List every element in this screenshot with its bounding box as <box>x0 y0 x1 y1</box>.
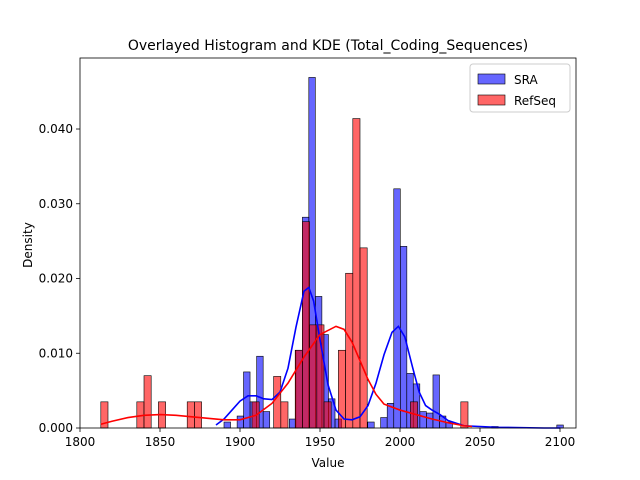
y-tick-label: 0.000 <box>39 421 73 435</box>
histogram-bar <box>323 401 332 429</box>
histogram-bar <box>393 188 401 429</box>
histogram-bar <box>280 401 289 429</box>
histogram-bar <box>419 411 427 429</box>
y-axis-label: Density <box>21 222 35 268</box>
x-tick-label: 1950 <box>305 435 336 449</box>
plot-frame <box>79 57 577 429</box>
x-tick-label: 1800 <box>65 435 96 449</box>
histogram-bar <box>262 411 271 429</box>
histogram-bar <box>367 421 375 429</box>
x-tick-label: 1900 <box>225 435 256 449</box>
histogram-bar <box>223 421 231 429</box>
x-tick-label: 2000 <box>385 435 416 449</box>
histogram-bar <box>243 371 251 429</box>
kde-line-sra <box>215 286 560 429</box>
histogram-bar <box>143 375 152 429</box>
x-axis-label: Value <box>312 456 345 470</box>
legend-swatch-refseq <box>477 94 506 106</box>
y-tick-label: 0.030 <box>39 197 73 211</box>
kde-line-refseq <box>100 325 473 428</box>
legend-label-sra: SRA <box>514 73 538 87</box>
histogram-bar <box>236 415 244 429</box>
x-tick-label: 2050 <box>465 435 496 449</box>
x-tick-label: 2100 <box>545 435 576 449</box>
y-tick-label: 0.040 <box>39 122 73 136</box>
histogram-bar <box>288 418 297 429</box>
x-axis: 1800 1850 1900 1950 2000 2050 2100 <box>65 428 576 449</box>
histogram-bar <box>359 247 368 429</box>
histogram-bar <box>345 272 354 429</box>
legend: SRA RefSeq <box>469 63 571 113</box>
y-tick-label: 0.020 <box>39 272 73 286</box>
y-axis: 0.000 0.010 0.020 0.030 0.040 <box>39 122 80 435</box>
legend-label-refseq: RefSeq <box>514 94 556 108</box>
histogram-bar <box>186 401 195 429</box>
legend-swatch-sra <box>477 73 506 85</box>
histogram-bar <box>302 221 310 429</box>
histogram-bar <box>273 376 282 429</box>
histogram-bar <box>460 401 469 429</box>
x-tick-label: 1850 <box>145 435 176 449</box>
histogram-bar <box>400 246 408 429</box>
histogram-bar <box>352 118 361 429</box>
series-sra-bars <box>223 77 564 429</box>
y-tick-label: 0.010 <box>39 346 73 360</box>
chart-title: Overlayed Histogram and KDE (Total_Codin… <box>128 38 528 54</box>
plot-area <box>79 57 577 429</box>
histogram-bar <box>426 412 434 429</box>
histogram-bar <box>380 417 388 429</box>
histogram-bar <box>194 401 202 429</box>
